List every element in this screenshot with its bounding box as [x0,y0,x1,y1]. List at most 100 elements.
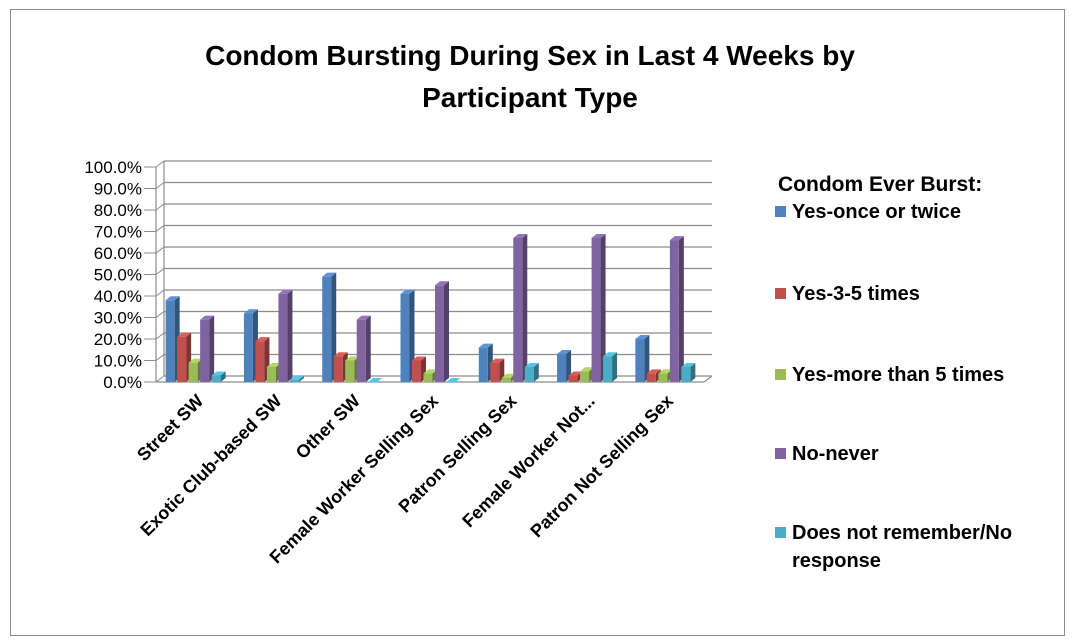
bar-top [603,352,618,357]
gridline-depth [155,160,165,168]
bar [669,236,684,382]
bar-top [322,272,337,277]
bar-side [533,362,539,382]
category-label: Female Worker Selling Sex [266,391,443,568]
bar-front [591,237,601,382]
bar-front [322,276,332,382]
bar-front [435,285,444,382]
gridline-depth [155,311,165,318]
bars [165,233,696,383]
bar-side [499,358,505,382]
legend-swatch [775,448,786,459]
bar [490,358,505,382]
legend-swatch [775,527,786,538]
category-label: Patron Not Selling Sex [526,391,677,542]
bar-front [165,300,175,382]
bar-side [612,352,618,382]
bar-top [478,343,493,348]
bar-top [646,369,661,374]
legend-item: Does not remember/No response [775,519,1052,575]
bar-front [278,293,288,382]
bar [400,289,415,382]
bar-side [331,272,337,382]
gridline-depth [155,289,165,297]
bar [211,371,226,382]
gridline-depth [155,246,165,254]
bar-front [211,375,221,382]
y-tick-label: 10.0% [94,352,142,371]
bar-top [568,371,583,376]
bar-side [600,233,606,382]
y-tick-label: 60.0% [94,244,142,263]
bar [603,352,618,382]
bar [289,375,304,382]
bar-top [255,337,270,342]
gridline-depth [155,375,165,383]
bar-front [568,375,578,382]
legend-item: Yes-once or twice [775,198,1052,226]
legend-label: No-never [792,443,879,465]
bar-front [513,237,523,382]
bar [524,362,539,382]
bar-front [446,382,456,383]
bar-top [412,356,426,361]
bar-top [423,369,438,374]
bar-top [435,281,449,286]
bar-front [603,356,613,382]
bar-front [490,362,500,382]
bar-front [243,313,253,382]
bar [446,378,461,383]
bar [681,362,696,382]
bar-top [501,373,516,378]
legend-item: Yes-3-5 times [775,280,1052,308]
bar-top [580,367,595,372]
bar-top [490,358,505,363]
category-label: Female Worker Not... [458,391,599,532]
y-tick-label: 0.0% [103,373,142,392]
gridline-depth [155,182,165,189]
bar-top [557,350,572,355]
bar-top [188,358,203,363]
bar [368,378,383,383]
chart-frame [10,9,1065,636]
bar-front [266,366,276,382]
bar-front [400,293,410,382]
bar-front [557,354,567,382]
y-tick-label: 100.0% [84,158,142,177]
gridline-depth [155,354,165,361]
bar-front [368,382,378,383]
bar-front [658,373,668,382]
category-label: Street SW [133,391,207,465]
legend-title: Condom Ever Burst: [778,173,983,196]
bar-top [289,375,304,380]
bar-front [188,362,198,382]
bar-side [566,350,572,382]
category-label: Exotic Club-based SW [136,391,285,540]
bar-front [177,336,187,382]
legend-label: Yes-more than 5 times [792,364,1005,386]
bar-front [501,377,511,382]
gridline-depth [155,203,165,211]
bar [278,289,293,382]
bar-side [298,375,304,382]
bar-top [345,356,360,361]
bar-top [200,315,215,320]
y-tick-label: 80.0% [94,201,142,220]
bar-top [356,315,371,320]
bar-side [678,236,684,382]
y-tick-label: 20.0% [94,330,142,349]
legend-swatch [775,369,786,380]
legend-label: Does not remember/No response [792,522,1013,572]
bar-side [522,233,528,382]
bar-top [278,289,293,294]
bar-side [644,335,650,382]
bar-front [478,347,488,382]
bar [356,315,371,382]
bar-front [345,360,355,382]
bar [435,281,449,382]
y-tick-label: 90.0% [94,180,142,199]
bar-side [365,315,371,382]
bar-front [681,366,691,382]
gridline-depth [155,332,165,340]
